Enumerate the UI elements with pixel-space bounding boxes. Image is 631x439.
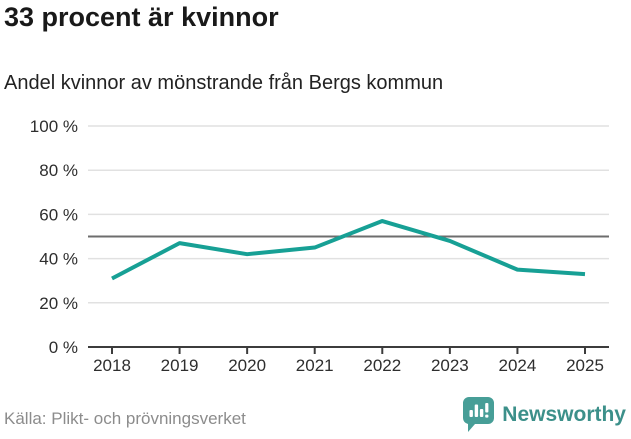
y-tick-label: 0 %: [49, 338, 78, 357]
footer: Källa: Plikt- och prövningsverket Newswo…: [0, 395, 631, 435]
chart-subtitle: Andel kvinnor av mönstrande från Bergs k…: [4, 72, 444, 94]
y-tick-label: 20 %: [39, 294, 78, 313]
x-tick-label: 2023: [431, 356, 469, 375]
x-tick-label: 2019: [161, 356, 199, 375]
newsworthy-logo: Newsworthy: [462, 396, 626, 433]
y-tick-label: 60 %: [39, 205, 78, 224]
x-tick-label: 2022: [363, 356, 401, 375]
newsworthy-bubble-chart-icon: [463, 397, 495, 432]
data-line: [111, 219, 586, 281]
y-tick-label: 80 %: [39, 161, 78, 180]
x-tick-label: 2018: [93, 356, 131, 375]
x-tick-label: 2021: [296, 356, 334, 375]
x-tick-label: 2025: [566, 356, 604, 375]
source-attribution: Källa: Plikt- och prövningsverket: [4, 409, 246, 428]
chart-title: 33 procent är kvinnor: [4, 2, 279, 32]
x-tick-label: 2024: [499, 356, 537, 375]
y-tick-label: 40 %: [39, 250, 78, 269]
x-tick-label: 2020: [228, 356, 266, 375]
brand-name: Newsworthy: [502, 402, 626, 426]
y-tick-label: 100 %: [30, 117, 78, 136]
